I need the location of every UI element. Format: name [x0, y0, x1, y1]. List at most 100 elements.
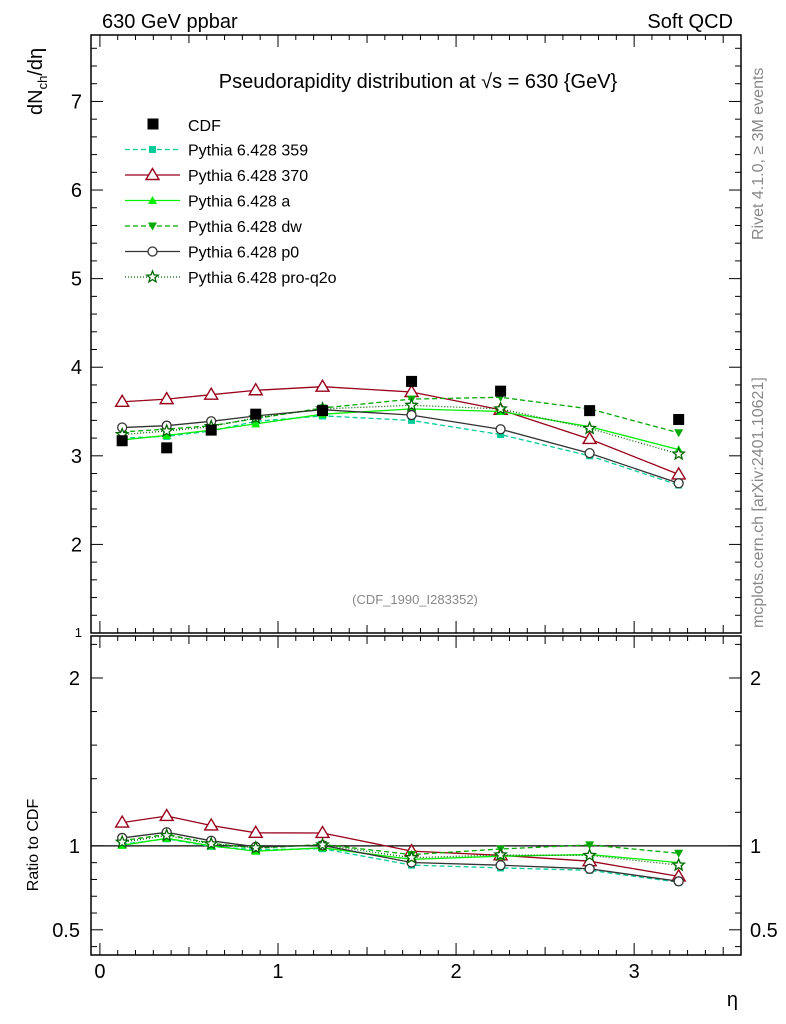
- legend-marker: [147, 246, 158, 257]
- legend-entry-cdf: CDF: [147, 118, 221, 135]
- legend-label: Pythia 6.428 dw: [188, 219, 302, 236]
- mcplots-source-label: mcplots.cern.ch [arXiv:2401.10621]: [750, 377, 767, 628]
- series-point-main: [493, 401, 508, 416]
- series-point-main: [671, 446, 687, 461]
- header-left: 630 GeV ppbar: [102, 11, 238, 33]
- legend-label: Pythia 6.428 370: [188, 168, 308, 185]
- legend-label: Pythia 6.428 a: [188, 194, 290, 211]
- series-point-main: [404, 397, 419, 412]
- legend-marker-cdf: [147, 118, 159, 130]
- series-1: [114, 378, 687, 882]
- legend-marker: [145, 269, 160, 284]
- series-point-ratio: [585, 841, 595, 850]
- y-axis-label-tail: /dη: [25, 48, 47, 76]
- legend-entry-1: Pythia 6.428 370: [125, 167, 308, 185]
- y-tick-label-bottom: 1: [75, 625, 82, 640]
- cdf-data-point: [250, 408, 262, 420]
- cdf-data-point: [317, 405, 329, 417]
- series-0: [118, 412, 683, 886]
- main-panel-frame: [90, 34, 742, 634]
- legend-entry-0: Pythia 6.428 359: [125, 143, 308, 160]
- x-tick-label: 0: [94, 961, 105, 983]
- series-3: [117, 393, 684, 860]
- cdf-data-point: [161, 442, 173, 454]
- x-axis-label: η: [727, 989, 738, 1011]
- series-line-ratio: [122, 831, 679, 882]
- legend-marker: [149, 146, 156, 153]
- series-point-main: [251, 419, 261, 428]
- ratio-tick-label-left: 1: [69, 836, 80, 858]
- series-5: [114, 397, 687, 872]
- y-tick-label: 7: [71, 91, 82, 113]
- series-point-ratio: [671, 857, 687, 872]
- cdf-data-point: [673, 413, 685, 425]
- legend-label: Pythia 6.428 p0: [188, 245, 299, 262]
- y-axis-label-sub: ch: [35, 76, 50, 90]
- series-point-main: [584, 448, 595, 459]
- series-point-ratio: [582, 847, 598, 862]
- series-point-ratio: [203, 836, 219, 851]
- series-point-main: [495, 424, 506, 435]
- series-4: [117, 404, 684, 887]
- series-point-ratio: [404, 849, 419, 864]
- cdf-data-point: [495, 385, 507, 397]
- rivet-version-label: Rivet 4.1.0, ≥ 3M events: [750, 68, 767, 240]
- x-tick-label: 1: [272, 961, 283, 983]
- ratio-tick-label-left: 2: [69, 668, 80, 690]
- y-tick-label: 3: [71, 446, 82, 468]
- legend-entry-4: Pythia 6.428 p0: [125, 245, 299, 262]
- series-line-main: [122, 409, 679, 484]
- series-point-main: [406, 409, 417, 421]
- header-right: Soft QCD: [647, 11, 733, 33]
- series-point-ratio: [584, 863, 595, 874]
- legend-label: Pythia 6.428 pro-q2o: [188, 270, 337, 287]
- ratio-tick-label-right: 0.5: [750, 920, 778, 942]
- x-tick-label: 2: [451, 961, 462, 983]
- series-point-ratio: [674, 849, 684, 858]
- series-point-main: [408, 416, 416, 424]
- series-point-main: [314, 378, 331, 392]
- series-point-ratio: [114, 814, 130, 828]
- cdf-data-point: [584, 405, 596, 417]
- series-point-main: [673, 478, 684, 489]
- series-line-main: [122, 404, 679, 455]
- series-point-main: [403, 384, 420, 398]
- series-point-ratio: [159, 827, 175, 842]
- legend: CDF Pythia 6.428 359 Pythia 6.428 370 Pythi…: [125, 118, 337, 287]
- series-point-main: [114, 393, 130, 407]
- ratio-tick-label-left: 0.5: [52, 920, 80, 942]
- frames: [90, 34, 742, 956]
- x-tick-label: 3: [629, 961, 640, 983]
- chart-title: Pseudorapidity distribution at √s = 630 …: [219, 71, 618, 93]
- legend-entry-5: Pythia 6.428 pro-q2o: [125, 269, 337, 287]
- legend-entry-3: Pythia 6.428 dw: [125, 219, 302, 236]
- y-axis-label: dNch/dη: [25, 48, 50, 115]
- series-point-ratio: [248, 840, 264, 855]
- y-tick-label: 6: [71, 180, 82, 202]
- ratio-panel-frame: [90, 635, 742, 956]
- y-tick-label: 4: [71, 357, 82, 379]
- series-point-main: [203, 386, 219, 400]
- legend-label: Pythia 6.428 359: [188, 143, 308, 160]
- analysis-label: (CDF_1990_I283352): [352, 592, 478, 607]
- series-point-main: [582, 420, 598, 435]
- y-axis-label-main: dN: [25, 89, 47, 115]
- legend-entry-2: Pythia 6.428 a: [125, 194, 290, 211]
- series-point-main: [674, 429, 684, 438]
- y-tick-label: 5: [71, 269, 82, 291]
- ratio-tick-label-right: 1: [750, 836, 761, 858]
- cdf-data-point: [116, 435, 128, 447]
- y-tick-label: 2: [71, 534, 82, 556]
- cdf-data-point: [205, 424, 217, 436]
- series-point-main: [581, 431, 598, 445]
- series-point-ratio: [114, 834, 130, 849]
- series-point-ratio: [673, 876, 684, 887]
- series-point-ratio: [315, 837, 330, 852]
- cdf-data-point: [406, 375, 418, 387]
- legend-marker: [148, 196, 157, 204]
- series-point-ratio: [247, 824, 264, 839]
- axis-ticks: 0 1 2 3 2 3 4 5 6 7 1 0.5 0.5 1 1 2 2: [52, 35, 778, 983]
- legend-marker: [144, 167, 161, 181]
- ratio-axis-label: Ratio to CDF: [25, 799, 42, 892]
